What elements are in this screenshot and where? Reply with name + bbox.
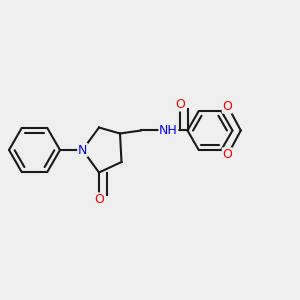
Text: O: O [175,98,185,111]
Text: O: O [222,148,232,161]
Text: N: N [78,143,87,157]
Text: NH: NH [159,124,178,137]
Text: O: O [222,100,232,113]
Text: O: O [94,193,104,206]
